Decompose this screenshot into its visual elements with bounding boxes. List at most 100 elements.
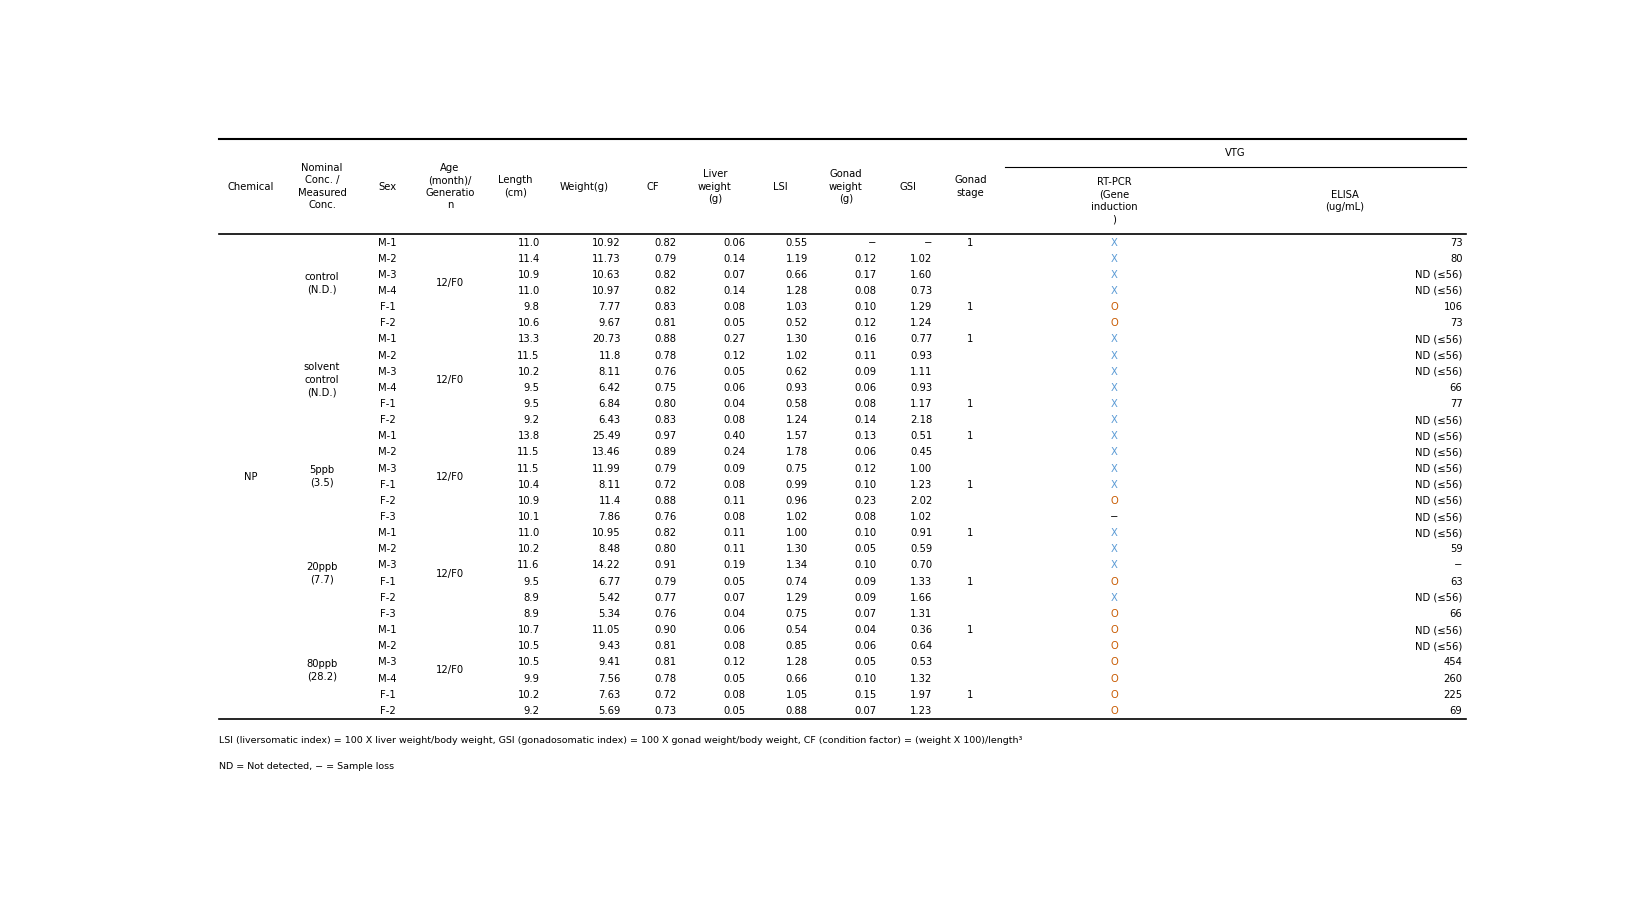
Text: 11.6: 11.6	[517, 561, 540, 570]
Text: 11.5: 11.5	[517, 448, 540, 457]
Text: 0.07: 0.07	[723, 593, 746, 603]
Text: 10.9: 10.9	[517, 270, 540, 280]
Text: 0.13: 0.13	[854, 431, 876, 441]
Text: Weight(g): Weight(g)	[560, 181, 609, 192]
Text: 0.08: 0.08	[854, 286, 876, 296]
Text: LSI (liversomatic index) = 100 X liver weight/body weight, GSI (gonadosomatic in: LSI (liversomatic index) = 100 X liver w…	[219, 736, 1023, 745]
Text: 69: 69	[1449, 706, 1462, 716]
Text: 77: 77	[1449, 399, 1462, 409]
Text: 0.93: 0.93	[785, 383, 808, 393]
Text: 0.72: 0.72	[654, 480, 677, 490]
Text: 0.09: 0.09	[854, 593, 876, 603]
Text: 1.24: 1.24	[911, 318, 932, 328]
Text: M-3: M-3	[379, 270, 397, 280]
Text: X: X	[1110, 238, 1118, 248]
Text: 0.79: 0.79	[654, 254, 677, 264]
Text: 1.28: 1.28	[785, 658, 808, 667]
Text: 0.75: 0.75	[785, 464, 808, 474]
Text: 0.16: 0.16	[854, 335, 876, 344]
Text: O: O	[1110, 302, 1118, 312]
Text: 0.06: 0.06	[854, 448, 876, 457]
Text: 10.2: 10.2	[517, 544, 540, 554]
Text: 0.09: 0.09	[854, 367, 876, 377]
Text: F-1: F-1	[380, 577, 395, 587]
Text: 1.30: 1.30	[785, 544, 808, 554]
Text: 0.07: 0.07	[723, 270, 746, 280]
Text: 0.14: 0.14	[854, 415, 876, 425]
Text: 0.97: 0.97	[654, 431, 677, 441]
Text: M-1: M-1	[379, 335, 397, 344]
Text: LSI: LSI	[774, 181, 788, 192]
Text: 0.99: 0.99	[785, 480, 808, 490]
Text: O: O	[1110, 496, 1118, 506]
Text: solvent
control
(N.D.): solvent control (N.D.)	[304, 362, 339, 397]
Text: O: O	[1110, 641, 1118, 651]
Text: 10.5: 10.5	[517, 641, 540, 651]
Text: 0.88: 0.88	[785, 706, 808, 716]
Text: X: X	[1110, 415, 1118, 425]
Text: 0.73: 0.73	[654, 706, 677, 716]
Text: 10.7: 10.7	[517, 625, 540, 635]
Text: 0.96: 0.96	[785, 496, 808, 506]
Text: ND (≤56): ND (≤56)	[1415, 415, 1462, 425]
Text: ND (≤56): ND (≤56)	[1415, 286, 1462, 296]
Text: X: X	[1110, 561, 1118, 570]
Text: 80ppb
(28.2): 80ppb (28.2)	[307, 659, 338, 682]
Text: 1.66: 1.66	[911, 593, 932, 603]
Text: Chemical: Chemical	[227, 181, 274, 192]
Text: 0.64: 0.64	[911, 641, 932, 651]
Text: 8.48: 8.48	[599, 544, 620, 554]
Text: 0.66: 0.66	[785, 270, 808, 280]
Text: ND = Not detected, − = Sample loss: ND = Not detected, − = Sample loss	[219, 762, 395, 771]
Text: 0.72: 0.72	[654, 690, 677, 700]
Text: 0.80: 0.80	[654, 544, 677, 554]
Text: 73: 73	[1449, 238, 1462, 248]
Text: 13.46: 13.46	[592, 448, 620, 457]
Text: 0.12: 0.12	[854, 254, 876, 264]
Text: 106: 106	[1443, 302, 1462, 312]
Text: ND (≤56): ND (≤56)	[1415, 512, 1462, 522]
Text: ND (≤56): ND (≤56)	[1415, 464, 1462, 474]
Text: 0.04: 0.04	[723, 609, 746, 619]
Text: M-2: M-2	[379, 254, 397, 264]
Text: 0.83: 0.83	[654, 415, 677, 425]
Text: 0.36: 0.36	[911, 625, 932, 635]
Text: 1.00: 1.00	[911, 464, 932, 474]
Text: 1: 1	[968, 302, 974, 312]
Text: 66: 66	[1449, 609, 1462, 619]
Text: 1.19: 1.19	[785, 254, 808, 264]
Text: 1.31: 1.31	[911, 609, 932, 619]
Text: 0.93: 0.93	[911, 383, 932, 393]
Text: 0.05: 0.05	[723, 706, 746, 716]
Text: 66: 66	[1449, 383, 1462, 393]
Text: 2.18: 2.18	[911, 415, 932, 425]
Text: 6.43: 6.43	[599, 415, 620, 425]
Text: 10.4: 10.4	[517, 480, 540, 490]
Text: 1: 1	[968, 690, 974, 700]
Text: 10.9: 10.9	[517, 496, 540, 506]
Text: 0.06: 0.06	[723, 383, 746, 393]
Text: O: O	[1110, 577, 1118, 587]
Text: 59: 59	[1449, 544, 1462, 554]
Text: 20.73: 20.73	[592, 335, 620, 344]
Text: 14.22: 14.22	[592, 561, 620, 570]
Text: M-2: M-2	[379, 544, 397, 554]
Text: 0.76: 0.76	[654, 512, 677, 522]
Text: F-1: F-1	[380, 302, 395, 312]
Text: F-2: F-2	[380, 318, 395, 328]
Text: 1: 1	[968, 399, 974, 409]
Text: 0.08: 0.08	[723, 512, 746, 522]
Text: 0.08: 0.08	[723, 690, 746, 700]
Text: 11.73: 11.73	[592, 254, 620, 264]
Text: 9.9: 9.9	[524, 674, 540, 684]
Text: 9.5: 9.5	[524, 383, 540, 393]
Text: 1.33: 1.33	[911, 577, 932, 587]
Text: 10.1: 10.1	[517, 512, 540, 522]
Text: X: X	[1110, 528, 1118, 538]
Text: 10.6: 10.6	[517, 318, 540, 328]
Text: 1.02: 1.02	[785, 512, 808, 522]
Text: ND (≤56): ND (≤56)	[1415, 335, 1462, 344]
Text: 1.24: 1.24	[785, 415, 808, 425]
Text: 0.79: 0.79	[654, 577, 677, 587]
Text: 8.11: 8.11	[599, 367, 620, 377]
